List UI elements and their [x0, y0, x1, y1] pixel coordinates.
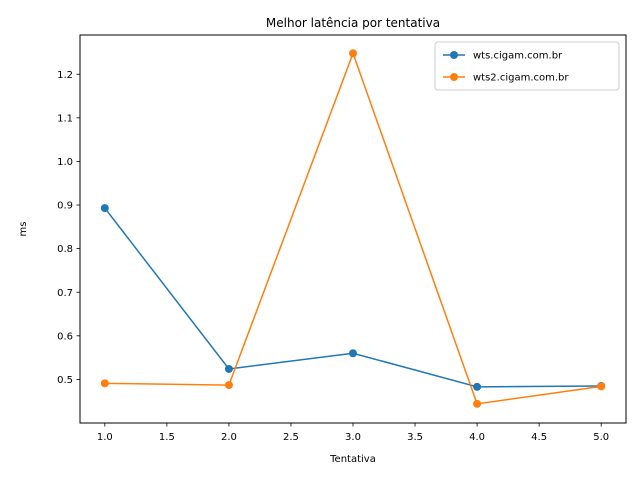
series-1-point: [349, 349, 357, 358]
y-tick-label: 1.2: [57, 70, 73, 81]
legend-marker-2: [450, 73, 458, 81]
x-tick-label: 4.0: [469, 432, 485, 443]
x-tick-label: 3.5: [407, 432, 423, 443]
x-tick-label: 5.0: [593, 432, 609, 443]
axis-ticks: 1.0 1.5 2.0 2.5 3.0 3.5 4.0 4.5 5.0 0.5 0.6 0.7 0.8 0…: [57, 70, 609, 443]
series-2-point: [100, 379, 109, 388]
y-tick-label: 0.8: [57, 244, 73, 255]
series-1-point: [224, 364, 233, 373]
y-tick-label: 0.9: [57, 201, 73, 212]
legend-label-1: wts.cigam.com.br: [473, 51, 563, 62]
y-tick-label: 0.6: [57, 331, 73, 342]
x-tick-label: 1.5: [159, 432, 175, 443]
series-2-point: [597, 382, 606, 391]
legend-box: [434, 41, 620, 91]
chart-title: Melhor latência por tentativa: [266, 16, 440, 30]
x-axis-label: Tentativa: [329, 454, 376, 465]
legend-label-2: wts2.cigam.com.br: [473, 73, 569, 84]
x-tick-label: 2.0: [221, 432, 237, 443]
y-tick-label: 1.1: [57, 113, 73, 124]
series-2-point: [473, 399, 482, 408]
series-2-point: [224, 381, 233, 390]
plot-area: [100, 49, 606, 408]
series-2-point: [349, 49, 357, 58]
x-tick-label: 2.5: [283, 432, 299, 443]
x-tick-label: 3.0: [345, 432, 361, 443]
x-tick-label: 1.0: [97, 432, 113, 443]
y-tick-label: 0.7: [57, 288, 73, 299]
axes-frame: [79, 34, 627, 424]
legend: wts.cigam.com.br wts2.cigam.com.br: [434, 41, 620, 91]
x-tick-label: 4.5: [531, 432, 547, 443]
series-1-point: [100, 204, 109, 213]
legend-marker-1: [450, 51, 458, 59]
y-tick-label: 1.0: [57, 157, 73, 168]
series-1-point: [473, 382, 482, 391]
y-axis-label: ms: [18, 222, 29, 237]
y-tick-label: 0.5: [57, 375, 73, 386]
